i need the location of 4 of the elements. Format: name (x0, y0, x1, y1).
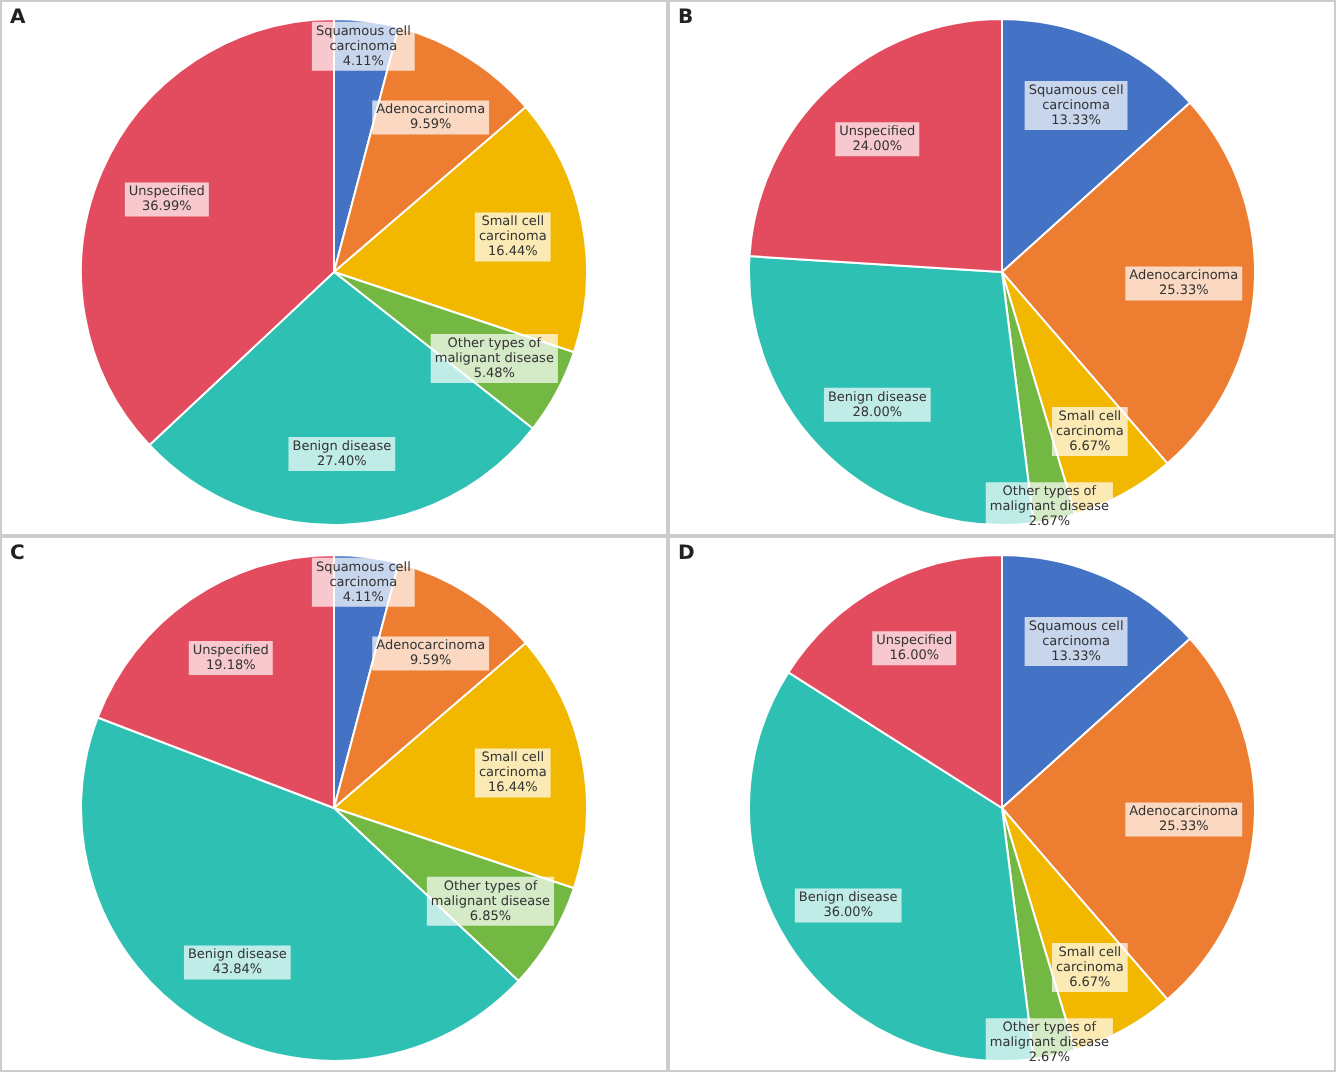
chart-title: C (10, 543, 25, 566)
chart-title: B (678, 7, 694, 30)
chart-title: A (10, 7, 26, 30)
chart-title: D (678, 543, 695, 566)
